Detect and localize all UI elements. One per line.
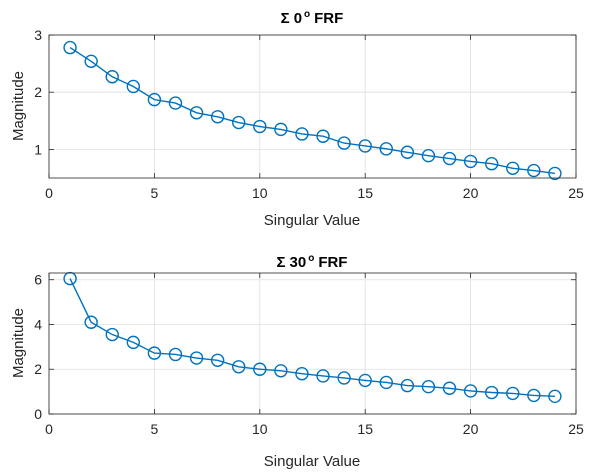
data-point <box>400 378 415 393</box>
data-point <box>442 381 457 395</box>
x-tick-label: 25 <box>568 421 584 437</box>
data-point <box>442 151 457 166</box>
subplot-bottom: Σ 30 o FRF 0 5 10 15 20 25 0 2 4 6 Singular Value Ma… <box>10 253 584 470</box>
data-point <box>210 353 225 367</box>
data-point <box>358 139 372 153</box>
data-point <box>484 156 499 171</box>
data-point <box>379 375 393 390</box>
title-angle-bottom: 30 <box>290 254 307 271</box>
x-tick-label: 10 <box>252 185 268 201</box>
data-point <box>358 373 372 388</box>
x-tick-label: 0 <box>45 421 53 437</box>
title-suffix-bottom: FRF <box>318 254 347 271</box>
data-point <box>105 70 119 84</box>
data-point <box>548 389 562 404</box>
series-line <box>69 278 555 398</box>
data-point <box>189 351 204 365</box>
data-point <box>463 384 478 398</box>
x-tick-label: 15 <box>357 185 373 201</box>
y-axis-label-bottom: Magnitude <box>10 308 27 378</box>
series-line <box>69 46 556 175</box>
data-point <box>337 136 351 150</box>
data-point <box>506 386 520 401</box>
data-point <box>147 346 162 360</box>
title-sigma-top: Σ <box>281 10 290 27</box>
data-point <box>84 315 98 329</box>
x-tick-label: 5 <box>151 185 159 201</box>
data-point <box>421 379 436 394</box>
plot-box-top <box>48 34 577 179</box>
y-tick-label: 6 <box>34 272 42 288</box>
data-point <box>506 161 520 175</box>
data-point <box>253 119 267 134</box>
grid-top <box>48 34 577 178</box>
data-point <box>316 369 330 383</box>
data-point <box>105 327 119 342</box>
chart-title-top: Σ 0 o FRF <box>281 9 344 27</box>
y-tick-label: 4 <box>34 316 42 332</box>
x-tick-label: 0 <box>45 185 53 201</box>
y-tick-label: 1 <box>34 141 42 157</box>
title-angle-top: 0 <box>294 10 302 27</box>
x-tick-label: 5 <box>151 421 159 437</box>
data-point <box>232 115 246 130</box>
data-point <box>379 142 393 156</box>
chart-title-bottom: Σ 30 o FRF <box>277 253 348 271</box>
data-point <box>400 145 415 159</box>
title-degree-top: o <box>304 9 310 20</box>
data-point <box>168 347 183 362</box>
data-point <box>168 96 183 110</box>
ticks-top: 0 5 10 15 20 25 1 2 3 <box>34 27 584 201</box>
data-point <box>548 166 562 181</box>
title-suffix-top: FRF <box>314 10 343 27</box>
data-point <box>484 385 499 400</box>
series-bottom <box>63 271 562 404</box>
data-point <box>147 92 162 107</box>
title-degree-bottom: o <box>308 253 314 264</box>
x-tick-label: 20 <box>463 185 479 201</box>
data-point <box>274 364 288 378</box>
x-tick-label: 10 <box>252 421 268 437</box>
x-tick-label: 15 <box>357 421 373 437</box>
data-point <box>126 79 141 94</box>
y-tick-label: 3 <box>34 27 42 43</box>
data-point <box>63 40 77 55</box>
y-tick-label: 0 <box>34 406 42 422</box>
x-axis-label-top: Singular Value <box>264 212 360 229</box>
data-point <box>463 154 478 169</box>
plot-box-bottom <box>48 272 577 415</box>
data-point <box>295 127 309 141</box>
data-point <box>274 122 288 137</box>
y-tick-label: 2 <box>34 361 42 377</box>
x-tick-label: 25 <box>568 185 584 201</box>
data-point <box>527 388 541 403</box>
ticks-bottom: 0 5 10 15 20 25 0 2 4 6 <box>34 272 584 437</box>
data-point <box>63 271 77 286</box>
title-sigma-bottom: Σ <box>277 254 286 271</box>
data-point <box>295 367 309 381</box>
data-point <box>527 163 541 178</box>
x-tick-label: 20 <box>463 421 479 437</box>
y-tick-label: 2 <box>34 84 42 100</box>
data-point <box>232 360 246 374</box>
data-point <box>189 106 204 120</box>
data-point <box>316 129 330 143</box>
data-point <box>421 148 436 163</box>
data-point <box>337 371 351 385</box>
series-top <box>63 40 562 181</box>
data-point <box>210 110 225 124</box>
data-point <box>126 335 141 350</box>
x-axis-label-bottom: Singular Value <box>264 453 360 470</box>
data-point <box>253 362 267 376</box>
y-axis-label-top: Magnitude <box>10 71 27 141</box>
data-point <box>84 54 98 69</box>
